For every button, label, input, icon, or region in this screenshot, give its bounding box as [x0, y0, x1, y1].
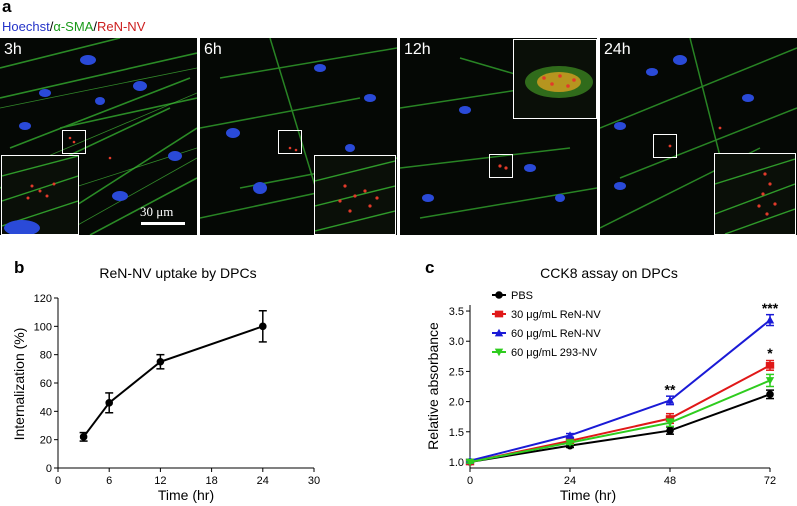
- legend-hoechst: Hoechst: [2, 19, 50, 34]
- data-point: [259, 322, 267, 331]
- data-point: [565, 431, 575, 439]
- roi-box: [62, 130, 86, 154]
- x-axis-label: Time (hr): [158, 487, 214, 503]
- x-tick-label: 72: [764, 475, 776, 487]
- data-point: [156, 357, 165, 366]
- legend-label: 60 μg/mL 293-NV: [511, 347, 598, 359]
- micrograph-24h: 24h: [600, 38, 797, 235]
- micrograph-12h: 12h: [400, 38, 597, 235]
- data-point: [105, 399, 113, 407]
- y-tick-label: 20: [40, 435, 52, 447]
- y-tick-label: 1.5: [449, 427, 464, 439]
- roi-box: [278, 130, 302, 154]
- roi-box: [489, 154, 513, 178]
- legend-marker: [494, 328, 504, 337]
- data-point: [565, 439, 575, 447]
- legend-entry: 30 μg/mL ReN-NV: [492, 309, 601, 321]
- series-line: [469, 393, 771, 463]
- time-label-6h: 6h: [204, 41, 222, 58]
- roi-box: [653, 134, 677, 158]
- legend-marker: [495, 291, 503, 299]
- uptake-chart: ReN-NV uptake by DPCs Time (hr) Internal…: [11, 265, 320, 503]
- legend-marker: [494, 348, 504, 357]
- y-tick-label: 1.0: [449, 457, 464, 469]
- data-point: [765, 315, 775, 324]
- y-tick-label: 2.0: [449, 397, 464, 409]
- x-tick-label: 6: [106, 475, 112, 487]
- series-line: [469, 319, 771, 462]
- micrograph-6h: 6h: [200, 38, 397, 235]
- y-tick-label: 60: [40, 378, 52, 390]
- panel-c-letter: c: [425, 258, 435, 277]
- time-label-3h: 3h: [4, 41, 22, 58]
- chart-title: CCK8 assay on DPCs: [540, 265, 678, 281]
- data-point: [665, 419, 675, 427]
- zoom-inset: [314, 155, 396, 235]
- cck8-chart: CCK8 assay on DPCs Time (hr) Relative ab…: [425, 265, 779, 503]
- data-point: [765, 362, 775, 369]
- legend-renv: ReN-NV: [96, 19, 146, 34]
- series-line: [469, 379, 771, 463]
- stain-legend: Hoechst/α-SMA/ReN-NV: [2, 19, 145, 34]
- y-tick-label: 0: [46, 463, 52, 475]
- data-point: [765, 377, 775, 385]
- panel-b-letter: b: [14, 258, 25, 277]
- x-tick-label: 18: [205, 475, 217, 487]
- data-point: [666, 426, 674, 435]
- legend-entry: PBS: [492, 290, 533, 302]
- x-tick-label: 12: [154, 475, 166, 487]
- y-tick-label: 3.0: [449, 336, 464, 348]
- y-tick-label: 100: [34, 321, 52, 333]
- legend-slash: /: [93, 19, 97, 34]
- y-tick-label: 2.5: [449, 366, 464, 378]
- x-tick-label: 24: [257, 475, 269, 487]
- x-tick-label: 0: [55, 475, 61, 487]
- significance-mark: ***: [762, 300, 779, 316]
- series-line: [82, 325, 264, 438]
- x-tick-label: 48: [664, 475, 676, 487]
- y-tick-label: 80: [40, 350, 52, 362]
- data-point: [766, 390, 774, 399]
- x-tick-label: 0: [467, 475, 473, 487]
- zoom-inset: [714, 153, 796, 235]
- x-tick-label: 30: [308, 475, 320, 487]
- y-tick-label: 3.5: [449, 306, 464, 318]
- series-line: [469, 364, 771, 463]
- data-point: [465, 458, 475, 467]
- data-point: [79, 433, 88, 441]
- legend-entry: 60 μg/mL ReN-NV: [492, 328, 601, 340]
- y-tick-label: 40: [40, 406, 52, 418]
- chart-title: ReN-NV uptake by DPCs: [99, 265, 256, 281]
- scale-bar-label: 30 μm: [140, 204, 174, 219]
- scale-bar: [141, 222, 185, 225]
- time-label-12h: 12h: [404, 41, 431, 58]
- legend-entry: 60 μg/mL 293-NV: [492, 347, 598, 359]
- legend-label: PBS: [511, 290, 533, 302]
- legend-marker: [494, 310, 504, 318]
- x-tick-label: 24: [564, 475, 576, 487]
- legend-sma: α-SMA: [53, 19, 94, 34]
- significance-mark: *: [767, 345, 773, 361]
- y-axis-label: Relative absorbance: [425, 322, 441, 450]
- significance-mark: **: [665, 381, 676, 397]
- legend-slash: /: [49, 19, 54, 34]
- y-axis-label: Internalization (%): [11, 328, 27, 441]
- y-tick-label: 120: [34, 293, 52, 305]
- cell-image: [0, 38, 197, 235]
- legend-label: 30 μg/mL ReN-NV: [511, 309, 601, 321]
- time-label-24h: 24h: [604, 41, 631, 58]
- micrograph-3h: 3h 30 μm: [0, 38, 197, 235]
- panel-a-letter: a: [2, 0, 12, 16]
- data-point: [665, 396, 675, 404]
- zoom-inset: [1, 155, 79, 235]
- x-axis-label: Time (hr): [560, 487, 616, 503]
- zoom-inset: [513, 39, 597, 119]
- legend-label: 60 μg/mL ReN-NV: [511, 328, 601, 340]
